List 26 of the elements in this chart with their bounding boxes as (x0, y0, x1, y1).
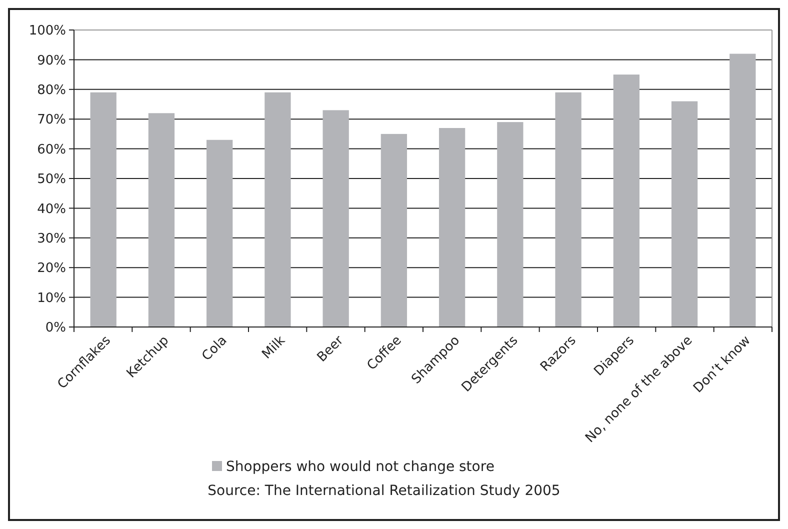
y-tick-label: 70% (37, 112, 66, 128)
y-tick-label: 0% (45, 320, 66, 336)
bar (555, 92, 582, 327)
bar (671, 101, 698, 327)
bar (264, 92, 291, 327)
bar (438, 128, 466, 327)
bar (613, 74, 640, 327)
bar (380, 134, 408, 327)
y-tick-label: 20% (37, 261, 66, 276)
legend-label: Shoppers who would not change store (226, 458, 494, 475)
bar (497, 122, 524, 327)
y-tick-label: 30% (37, 231, 66, 246)
source-note: Source: The International Retailization Study 2005 (208, 483, 560, 499)
y-tick-label: 100% (28, 24, 66, 39)
bar (322, 110, 349, 327)
y-tick-label: 10% (37, 290, 66, 306)
bar (206, 140, 233, 327)
y-tick-label: 90% (37, 53, 66, 68)
y-tick-label: 40% (37, 202, 66, 217)
x-tick-label: Cola (199, 333, 230, 364)
y-tick-label: 80% (37, 82, 66, 98)
bar (730, 54, 756, 327)
bar (148, 113, 175, 327)
y-tick-label: 50% (37, 172, 66, 188)
y-tick-label: 60% (37, 142, 66, 158)
bar (90, 92, 116, 327)
